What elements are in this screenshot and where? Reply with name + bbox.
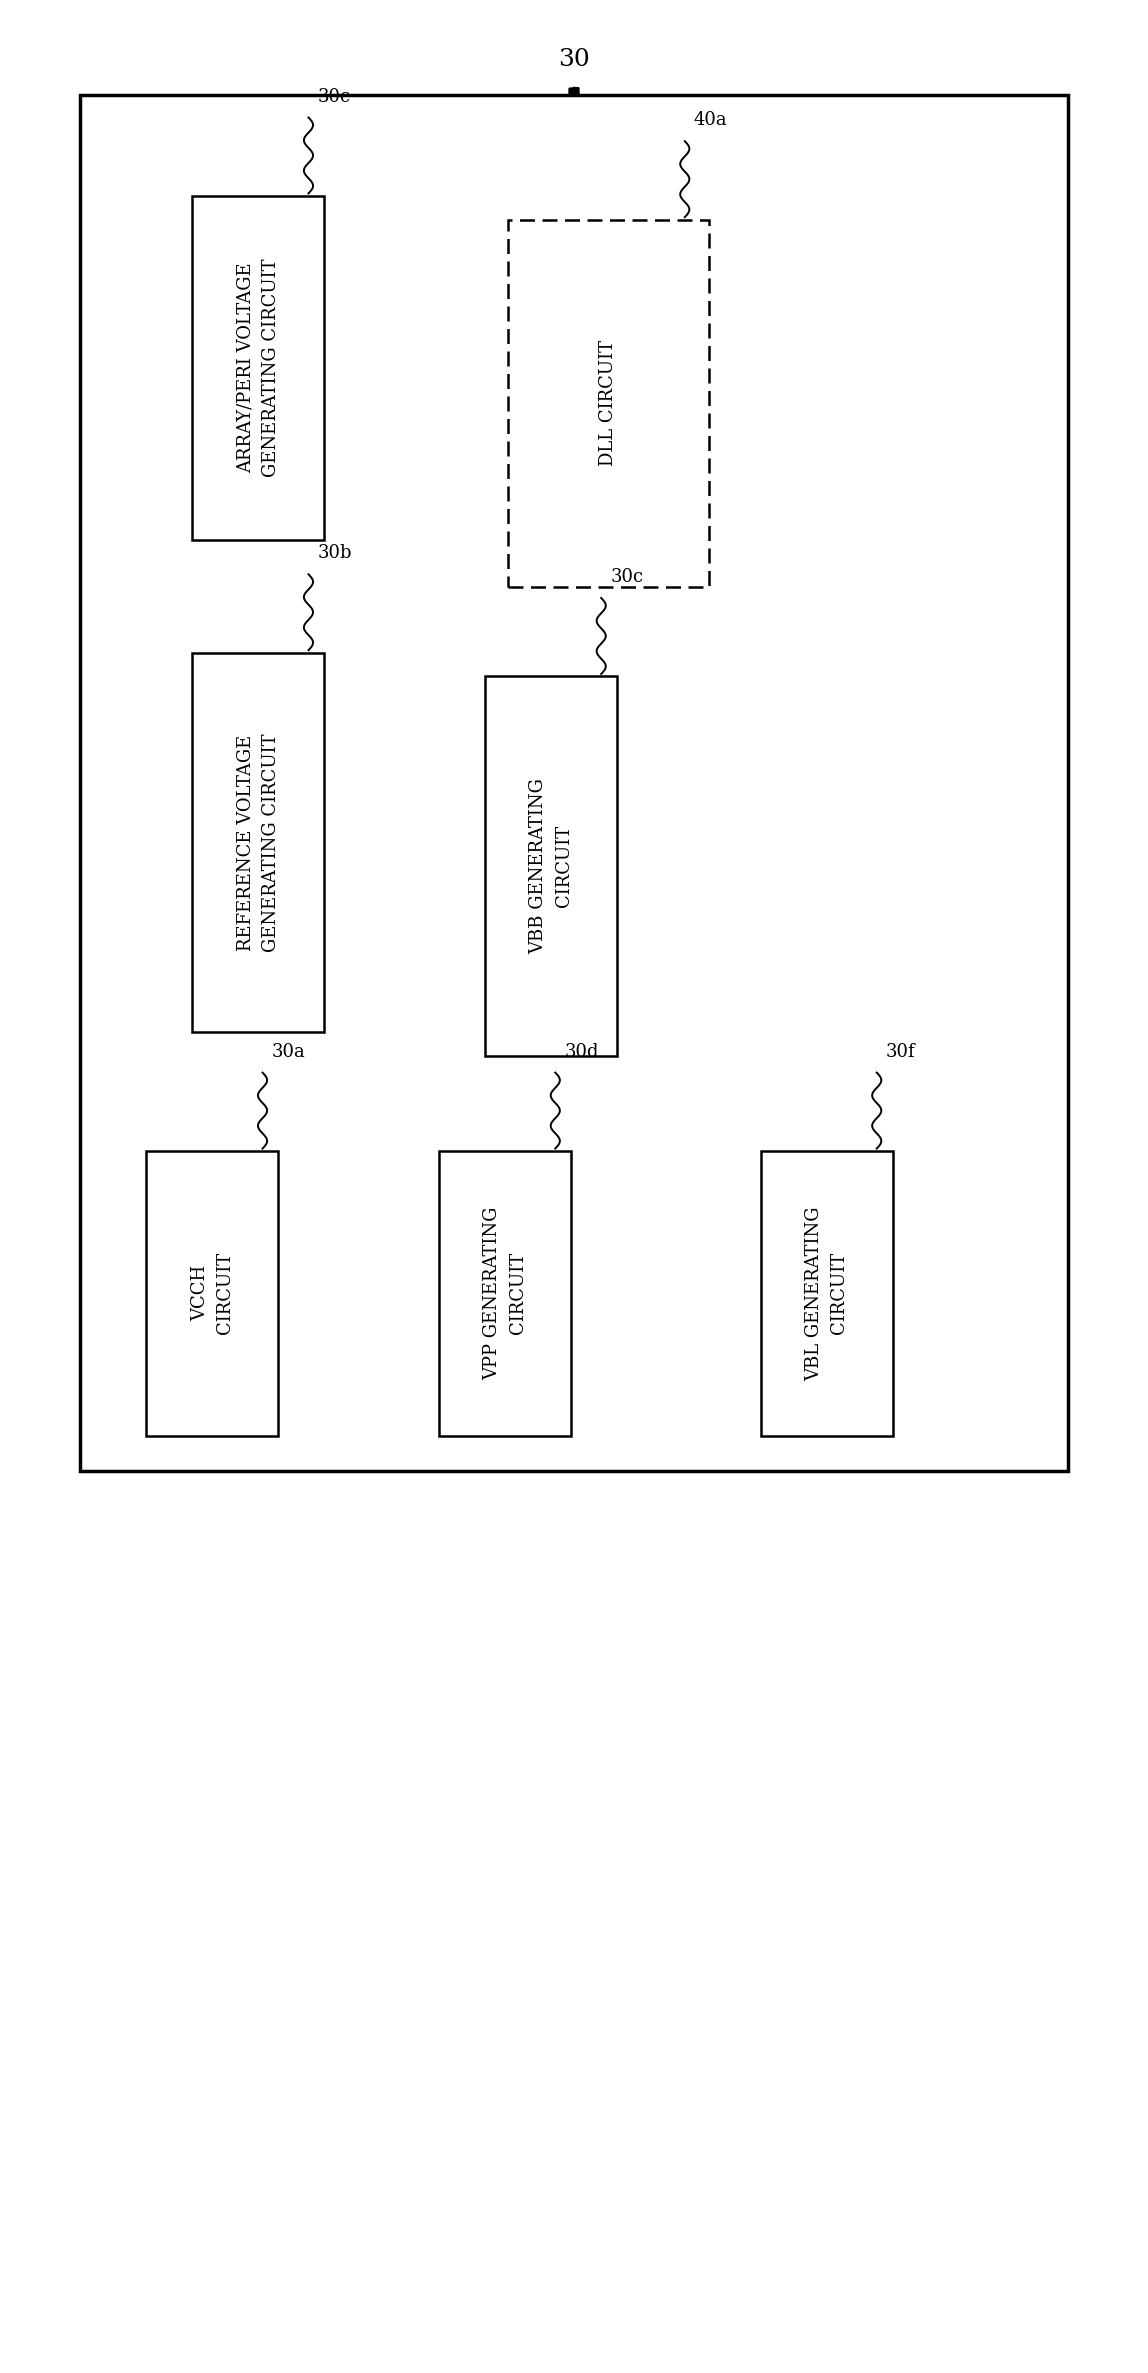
Bar <box>147 1151 278 1436</box>
Text: 40a: 40a <box>693 112 728 128</box>
Text: 30b: 30b <box>318 543 352 562</box>
Text: 30: 30 <box>558 47 590 71</box>
Bar <box>760 1151 893 1436</box>
Bar <box>484 676 618 1056</box>
Text: VCCH
CIRCUIT: VCCH CIRCUIT <box>191 1253 234 1334</box>
Text: ARRAY/PERI VOLTAGE
GENERATING CIRCUIT: ARRAY/PERI VOLTAGE GENERATING CIRCUIT <box>236 259 280 477</box>
Bar <box>193 197 325 541</box>
Text: VPP GENERATING
CIRCUIT: VPP GENERATING CIRCUIT <box>483 1205 527 1381</box>
Bar <box>439 1151 572 1436</box>
Text: 30c: 30c <box>318 88 351 104</box>
Text: 30f: 30f <box>886 1042 916 1061</box>
Text: 30a: 30a <box>272 1042 305 1061</box>
Text: REFERENCE VOLTAGE
GENERATING CIRCUIT: REFERENCE VOLTAGE GENERATING CIRCUIT <box>236 733 280 952</box>
Text: VBB GENERATING
CIRCUIT: VBB GENERATING CIRCUIT <box>529 778 573 954</box>
Bar <box>193 653 325 1032</box>
Text: DLL CIRCUIT: DLL CIRCUIT <box>599 339 618 467</box>
Text: 30c: 30c <box>611 567 644 586</box>
Text: 30d: 30d <box>565 1042 599 1061</box>
Bar <box>80 95 1068 1471</box>
Text: VBL GENERATING
CIRCUIT: VBL GENERATING CIRCUIT <box>805 1205 848 1381</box>
Bar <box>507 221 708 589</box>
